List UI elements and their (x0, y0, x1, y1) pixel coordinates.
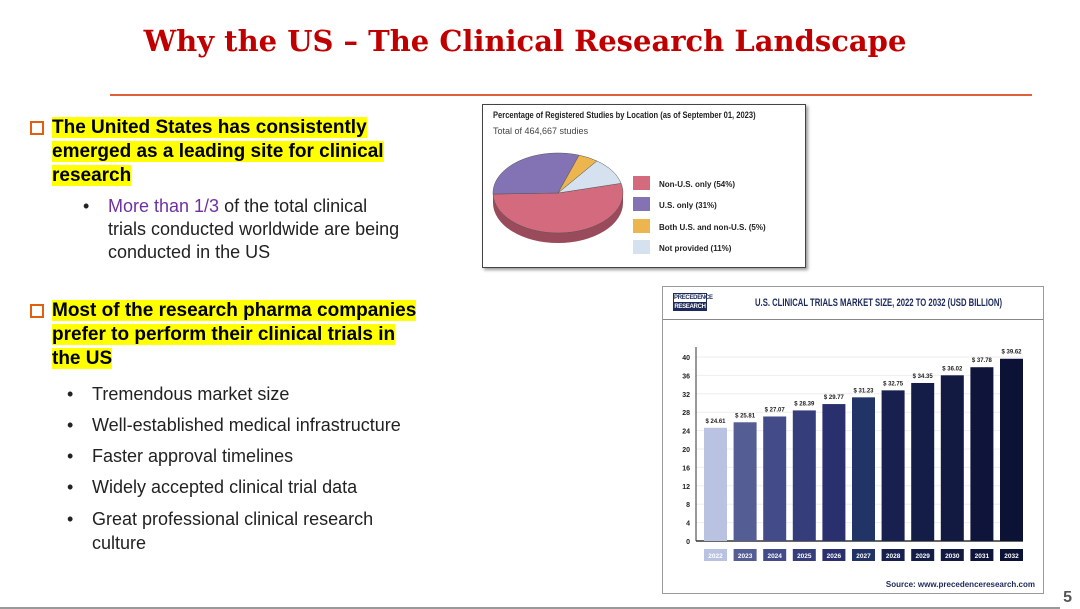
y-tick-label: 16 (682, 465, 690, 472)
y-tick-label: 32 (682, 392, 690, 399)
x-tick-box (822, 549, 846, 561)
bar-value-label: $ 25.81 (735, 413, 756, 419)
x-tick-label: 2028 (886, 553, 901, 560)
x-tick-box (1000, 549, 1023, 561)
x-tick-label: 2022 (708, 553, 723, 560)
y-tick-label: 36 (682, 373, 690, 380)
square-bullet-icon (30, 121, 44, 135)
x-tick-label: 2025 (797, 553, 812, 560)
square-bullet-icon (30, 304, 44, 318)
bar-value-label: $ 39.62 (1001, 350, 1022, 356)
x-tick-label: 2029 (915, 553, 930, 560)
x-tick-box (852, 549, 875, 561)
bullet-item: Faster approval timelines (92, 446, 294, 466)
bar (822, 404, 846, 541)
pie-chart (492, 152, 624, 243)
bar (704, 427, 727, 541)
page-number: 5 (1063, 589, 1072, 606)
bar (763, 416, 787, 541)
y-tick-label: 24 (682, 429, 690, 436)
x-tick-label: 2023 (738, 553, 753, 560)
bullet-item: Tremendous market size (92, 384, 290, 404)
section2-bullets: • Tremendous market size • Well-establishe… (67, 384, 401, 553)
bar (733, 422, 757, 541)
y-tick-label: 8 (686, 502, 690, 509)
bullet-dot: • (83, 196, 90, 216)
y-tick-label: 40 (682, 355, 690, 362)
y-tick-label: 20 (682, 447, 690, 454)
bar (970, 367, 994, 541)
pie-slice (492, 183, 624, 234)
section1-heading: The United States has consistently emerge… (30, 116, 384, 188)
x-tick-label: 2030 (945, 553, 960, 560)
bar (940, 375, 964, 541)
x-tick-box (970, 549, 994, 561)
legend-item: Both U.S. and non-U.S. (5%) (633, 219, 766, 233)
y-tick-label: 0 (686, 539, 690, 546)
section1-bullet: • More than 1/3 of the total clinical tri… (83, 196, 400, 262)
bar-value-label: $ 31.23 (853, 388, 874, 394)
bar (911, 382, 935, 541)
pie-subtitle: Total of 464,667 studies (493, 126, 589, 136)
bar (792, 410, 816, 541)
bar (852, 397, 875, 541)
x-tick-box (792, 549, 816, 561)
pie-slice (557, 160, 622, 194)
y-tick-label: 4 (686, 521, 690, 528)
y-tick-label: 28 (682, 410, 690, 417)
precedence-logo: PRECEDENCE RESEARCH (673, 293, 713, 311)
legend-item: Not provided (11%) (633, 240, 731, 254)
x-tick-label: 2031 (975, 553, 990, 560)
bar (881, 390, 905, 541)
x-tick-label: 2027 (856, 553, 871, 560)
section2-heading: Most of the research pharma companies pre… (30, 299, 417, 371)
x-tick-box (940, 549, 964, 561)
bar-value-label: $ 36.02 (942, 366, 963, 372)
x-tick-box (763, 549, 787, 561)
pie-title: Percentage of Registered Studies by Loca… (493, 110, 756, 120)
bullet-item: Well-established medical infrastructure (92, 415, 401, 435)
x-tick-box (881, 549, 905, 561)
bar-value-label: $ 32.75 (883, 381, 904, 387)
bar-value-label: $ 24.61 (705, 419, 726, 425)
pie-chart-panel: Percentage of Registered Studies by Loca… (482, 104, 806, 268)
bar-value-label: $ 37.78 (972, 358, 993, 364)
bullet-item: Great professional clinical research (92, 509, 374, 529)
slide-title: Why the US – The Clinical Research Lands… (143, 24, 907, 58)
bullet-item: Widely accepted clinical trial data (92, 477, 358, 497)
bar-title: U.S. CLINICAL TRIALS MARKET SIZE, 2022 T… (755, 297, 1003, 309)
bar-value-label: $ 29.77 (824, 395, 845, 401)
legend-item: Non-U.S. only (54%) (633, 176, 735, 190)
bar-value-label: $ 28.39 (794, 401, 815, 407)
bar-value-label: $ 27.07 (765, 407, 786, 413)
pie-slice (492, 152, 580, 195)
legend-item: U.S. only (31%) (633, 197, 717, 211)
x-tick-label: 2032 (1004, 553, 1019, 560)
x-tick-box (704, 549, 727, 561)
x-tick-box (733, 549, 757, 561)
y-tick-label: 12 (682, 484, 690, 491)
chart-source: Source: www.precedenceresearch.com (885, 580, 1035, 589)
bar-value-label: $ 34.35 (913, 374, 934, 380)
x-tick-box (911, 549, 935, 561)
bar-chart-panel: PRECEDENCE RESEARCH U.S. CLINICAL TRIALS … (662, 286, 1044, 594)
title-divider (110, 94, 1032, 96)
x-tick-label: 2026 (827, 553, 842, 560)
x-tick-label: 2024 (767, 553, 782, 560)
bar (1000, 358, 1023, 541)
